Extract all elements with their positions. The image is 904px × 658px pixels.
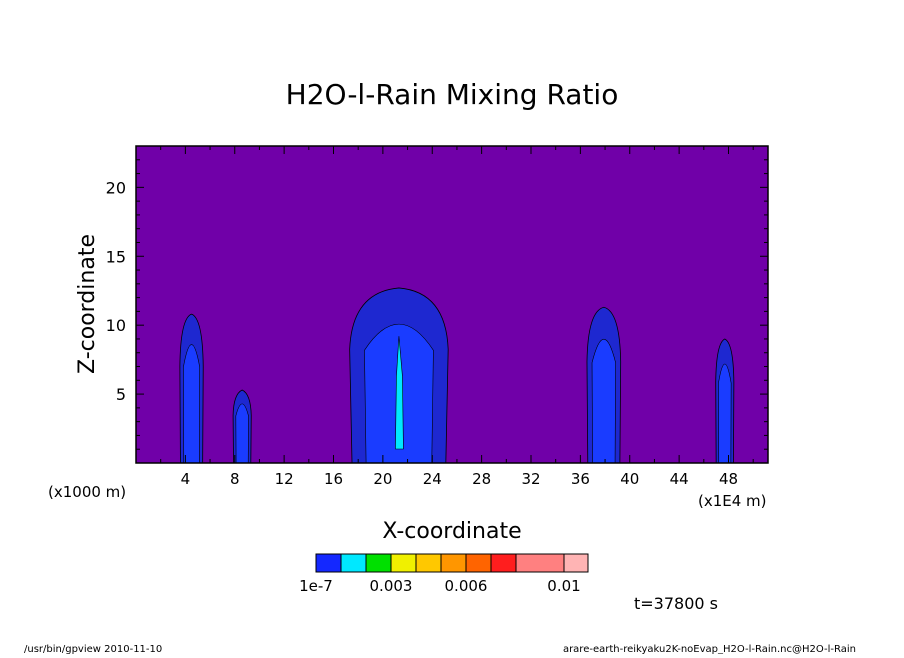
chart-title: H2O-l-Rain Mixing Ratio [286, 78, 619, 111]
x-tick-label-28: 28 [472, 470, 491, 488]
footer-right: arare-earth-reikyaku2K-noEvap_H2O-l-Rain… [563, 644, 856, 654]
colorbar-label-1: 0.003 [370, 577, 413, 595]
x-tick-label-24: 24 [423, 470, 442, 488]
plot-frame [135, 145, 769, 464]
y-tick-label-5: 5 [116, 385, 126, 404]
colorbar: 1e-7 0.003 0.006 0.01 [299, 553, 589, 595]
y-tick-label-20: 20 [106, 178, 126, 197]
colorbar-swatch-3 [390, 553, 417, 573]
plume-inner-1 [235, 403, 249, 464]
x-tick-label-4: 4 [181, 470, 191, 488]
colorbar-swatch-8 [515, 553, 565, 573]
x-tick-label-40: 40 [620, 470, 639, 488]
colorbar-label-0: 1e-7 [299, 577, 333, 595]
x-tick-label-32: 32 [521, 470, 540, 488]
x-tick-label-48: 48 [719, 470, 738, 488]
y-tick-label-15: 15 [106, 247, 126, 266]
plume-inner-3 [591, 339, 616, 464]
colorbar-swatch-7 [490, 553, 517, 573]
colorbar-swatch-9 [563, 553, 589, 573]
footer-left: /usr/bin/gpview 2010-11-10 [24, 644, 162, 654]
colorbar-swatch-5 [440, 553, 467, 573]
time-label: t=37800 s [634, 594, 718, 613]
y-tick-label-10: 10 [106, 316, 126, 335]
plume-inner-0 [183, 344, 201, 464]
x-tick-label-12: 12 [275, 470, 294, 488]
plume-inner-4 [718, 363, 732, 464]
plumes-layer [179, 287, 735, 464]
x-unit-label: (x1E4 m) [698, 492, 767, 510]
colorbar-swatch-2 [365, 553, 392, 573]
colorbar-swatch-1 [340, 553, 367, 573]
x-tick-label-20: 20 [373, 470, 392, 488]
x-axis-label: X-coordinate [382, 519, 521, 544]
x-tick-label-16: 16 [324, 470, 343, 488]
colorbar-swatch-6 [465, 553, 492, 573]
colorbar-swatch-0 [315, 553, 342, 573]
plume-core [395, 336, 404, 450]
colorbar-swatch-4 [415, 553, 442, 573]
colorbar-label-2: 0.006 [445, 577, 488, 595]
x-tick-label-36: 36 [571, 470, 590, 488]
colorbar-label-3: 0.01 [547, 577, 580, 595]
plot-background [136, 146, 768, 463]
x-tick-label-8: 8 [230, 470, 240, 488]
x-tick-label-44: 44 [670, 470, 689, 488]
y-unit-label: (x1000 m) [48, 483, 126, 501]
y-axis-label: Z-coordinate [75, 234, 100, 374]
